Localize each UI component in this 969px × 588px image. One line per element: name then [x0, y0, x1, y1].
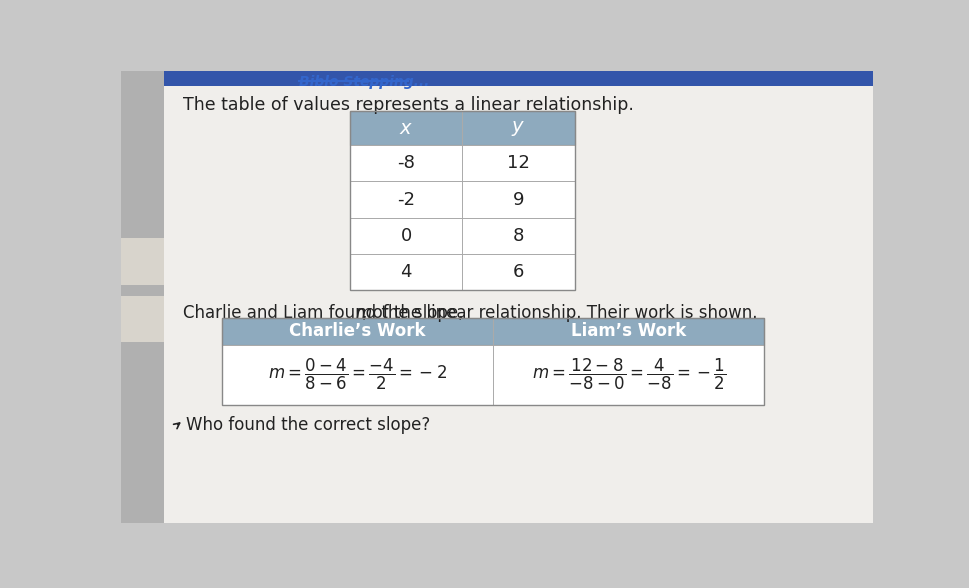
Text: 12: 12	[507, 154, 529, 172]
Bar	[121, 71, 164, 523]
Bar	[350, 111, 574, 145]
Bar	[350, 145, 574, 182]
Text: -8: -8	[396, 154, 415, 172]
Bar	[222, 318, 764, 405]
Bar	[222, 345, 764, 405]
Text: $y$: $y$	[511, 119, 525, 138]
Bar	[350, 182, 574, 218]
Bar	[222, 318, 764, 345]
Text: Charlie’s Work: Charlie’s Work	[289, 322, 425, 340]
Bar	[121, 296, 164, 342]
Text: m: m	[356, 304, 372, 322]
Text: $x$: $x$	[398, 119, 413, 138]
Text: 4: 4	[400, 263, 412, 281]
Text: $m = \dfrac{12-8}{-8-0} = \dfrac{4}{-8} = -\dfrac{1}{2}$: $m = \dfrac{12-8}{-8-0} = \dfrac{4}{-8} …	[531, 357, 726, 392]
Bar	[350, 218, 574, 254]
Text: $m = \dfrac{0-4}{8-6} = \dfrac{-4}{2} = -2$: $m = \dfrac{0-4}{8-6} = \dfrac{-4}{2} = …	[267, 357, 447, 392]
Text: 9: 9	[513, 191, 523, 209]
Text: Liam’s Work: Liam’s Work	[571, 322, 686, 340]
Text: 6: 6	[513, 263, 523, 281]
Text: , of the linear relationship. Their work is shown.: , of the linear relationship. Their work…	[361, 304, 757, 322]
Text: 8: 8	[513, 227, 523, 245]
Text: Biblo Stepping...: Biblo Stepping...	[299, 75, 429, 89]
Text: The table of values represents a linear relationship.: The table of values represents a linear …	[183, 96, 634, 114]
Bar	[350, 111, 574, 290]
Text: Who found the correct slope?: Who found the correct slope?	[186, 416, 430, 433]
Text: Charlie and Liam found the slope,: Charlie and Liam found the slope,	[183, 304, 469, 322]
Bar	[164, 71, 872, 86]
Text: -2: -2	[396, 191, 415, 209]
Bar	[350, 254, 574, 290]
Text: 0: 0	[400, 227, 411, 245]
Bar	[121, 238, 164, 285]
